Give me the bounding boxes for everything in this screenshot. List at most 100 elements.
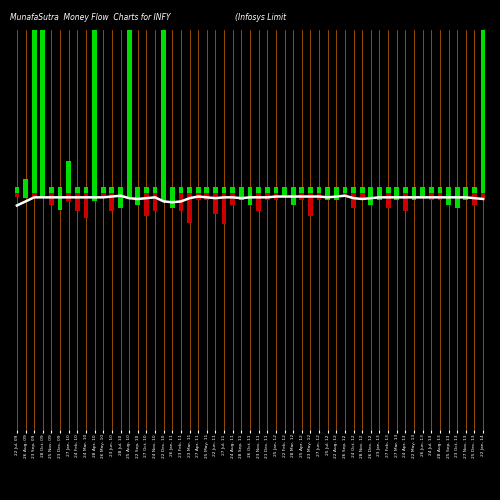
Bar xyxy=(386,194,390,208)
Bar xyxy=(170,186,174,194)
Bar xyxy=(196,186,200,194)
Bar xyxy=(196,194,200,200)
Bar xyxy=(14,186,20,194)
Bar xyxy=(274,194,278,200)
Bar xyxy=(394,194,399,200)
Bar xyxy=(377,186,382,194)
Bar xyxy=(144,186,149,194)
Bar xyxy=(282,186,287,194)
Bar xyxy=(178,194,184,211)
Bar xyxy=(291,186,296,194)
Bar xyxy=(170,194,174,208)
Bar xyxy=(282,194,287,196)
Bar xyxy=(230,194,235,204)
Bar xyxy=(412,186,416,194)
Bar xyxy=(455,194,460,208)
Bar xyxy=(152,194,158,211)
Bar xyxy=(472,186,477,194)
Bar xyxy=(101,194,105,196)
Bar xyxy=(403,194,408,211)
Bar xyxy=(351,186,356,194)
Bar xyxy=(204,194,209,200)
Bar xyxy=(368,194,373,204)
Bar xyxy=(58,186,62,194)
Bar xyxy=(187,186,192,194)
Bar xyxy=(308,194,313,216)
Bar xyxy=(239,194,244,200)
Bar xyxy=(66,160,71,194)
Bar xyxy=(429,186,434,194)
Bar xyxy=(144,194,149,216)
Bar xyxy=(377,194,382,200)
Bar xyxy=(222,194,226,224)
Bar xyxy=(429,194,434,200)
Bar xyxy=(472,194,477,204)
Bar xyxy=(438,186,442,194)
Bar xyxy=(75,194,80,211)
Bar xyxy=(32,194,36,196)
Bar xyxy=(308,186,313,194)
Bar xyxy=(265,194,270,200)
Bar xyxy=(239,186,244,194)
Bar xyxy=(127,194,132,196)
Bar xyxy=(23,178,28,194)
Bar xyxy=(248,186,252,194)
Bar xyxy=(213,186,218,194)
Bar xyxy=(152,186,158,194)
Bar xyxy=(92,0,97,194)
Bar xyxy=(326,194,330,200)
Bar xyxy=(178,186,184,194)
Bar xyxy=(49,186,54,194)
Bar xyxy=(256,186,261,194)
Bar xyxy=(162,0,166,194)
Bar xyxy=(403,186,408,194)
Bar xyxy=(92,194,97,202)
Bar xyxy=(446,186,451,194)
Bar xyxy=(110,186,114,194)
Bar xyxy=(127,14,132,194)
Bar xyxy=(256,194,261,211)
Bar xyxy=(300,194,304,200)
Bar xyxy=(342,194,347,196)
Bar xyxy=(455,186,460,194)
Bar xyxy=(420,186,425,194)
Bar xyxy=(300,186,304,194)
Bar xyxy=(464,194,468,200)
Bar xyxy=(187,194,192,222)
Bar xyxy=(222,186,226,194)
Bar xyxy=(14,194,20,196)
Bar xyxy=(326,186,330,194)
Bar xyxy=(136,186,140,194)
Bar xyxy=(204,186,209,194)
Bar xyxy=(274,186,278,194)
Bar xyxy=(213,194,218,214)
Bar xyxy=(101,186,105,194)
Bar xyxy=(351,194,356,208)
Bar xyxy=(248,194,252,204)
Bar xyxy=(75,186,80,194)
Bar xyxy=(386,186,390,194)
Bar xyxy=(265,186,270,194)
Bar xyxy=(118,186,123,194)
Bar xyxy=(162,194,166,202)
Bar xyxy=(360,186,364,194)
Bar xyxy=(84,194,88,218)
Bar xyxy=(110,194,114,211)
Bar xyxy=(32,0,36,194)
Bar xyxy=(316,194,322,200)
Bar xyxy=(480,6,486,194)
Text: MunafaSutra  Money Flow  Charts for INFY: MunafaSutra Money Flow Charts for INFY xyxy=(10,12,170,22)
Bar xyxy=(438,194,442,200)
Text: (Infosys Limit: (Infosys Limit xyxy=(235,12,286,22)
Bar xyxy=(480,194,486,200)
Bar xyxy=(66,194,71,202)
Bar xyxy=(446,194,451,204)
Bar xyxy=(464,186,468,194)
Bar xyxy=(412,194,416,200)
Bar xyxy=(84,186,88,194)
Bar xyxy=(40,0,45,194)
Bar xyxy=(342,186,347,194)
Bar xyxy=(49,194,54,204)
Bar xyxy=(334,194,338,200)
Bar xyxy=(58,194,62,210)
